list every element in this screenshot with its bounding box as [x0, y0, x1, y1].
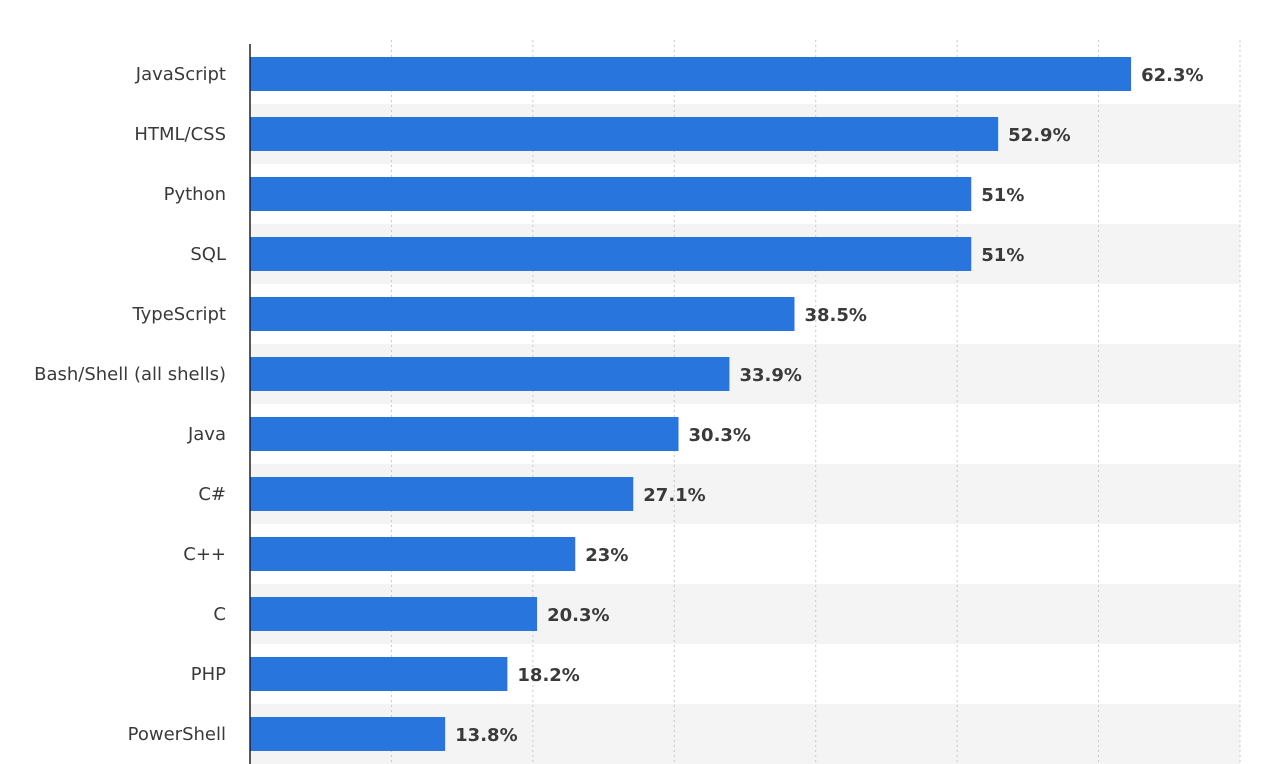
- bar[interactable]: [250, 417, 679, 451]
- category-labels: JavaScript HTML/CSS Python SQL TypeScript Bas…: [34, 64, 226, 745]
- bar[interactable]: [250, 117, 999, 151]
- category-label: C++: [183, 544, 226, 565]
- bar[interactable]: [250, 297, 795, 331]
- category-label: PHP: [191, 664, 226, 685]
- category-label: Bash/Shell (all shells): [34, 364, 226, 385]
- value-label: 51%: [981, 185, 1024, 206]
- category-label: PowerShell: [128, 724, 226, 745]
- value-label: 27.1%: [643, 485, 705, 506]
- category-label: C: [213, 604, 226, 625]
- gridlines: [390, 40, 1241, 764]
- bar[interactable]: [250, 357, 730, 391]
- bar[interactable]: [250, 537, 576, 571]
- bar[interactable]: [250, 477, 634, 511]
- value-label: 52.9%: [1008, 125, 1070, 146]
- value-label: 18.2%: [517, 665, 579, 686]
- value-label: 23%: [585, 545, 628, 566]
- category-label: Python: [164, 184, 226, 205]
- bar[interactable]: [250, 597, 538, 631]
- value-label: 30.3%: [689, 425, 751, 446]
- category-label: C#: [198, 484, 226, 505]
- bar[interactable]: [250, 57, 1132, 91]
- value-label: 38.5%: [805, 305, 867, 326]
- category-label: SQL: [190, 244, 226, 265]
- category-label: JavaScript: [135, 64, 226, 85]
- bar[interactable]: [250, 657, 508, 691]
- category-label: Java: [187, 424, 226, 445]
- value-label: 51%: [981, 245, 1024, 266]
- bar[interactable]: [250, 177, 972, 211]
- bar[interactable]: [250, 717, 446, 751]
- value-labels: 62.3% 52.9% 51% 51% 38.5% 33.9% 30.3% 27.1% 23% 2…: [455, 65, 1203, 746]
- value-label: 13.8%: [455, 725, 517, 746]
- value-label: 33.9%: [739, 365, 801, 386]
- value-label: 20.3%: [547, 605, 609, 626]
- bar[interactable]: [250, 237, 972, 271]
- category-label: HTML/CSS: [134, 124, 226, 145]
- value-label: 62.3%: [1141, 65, 1203, 86]
- bars: [250, 57, 1132, 751]
- category-label: TypeScript: [131, 304, 226, 325]
